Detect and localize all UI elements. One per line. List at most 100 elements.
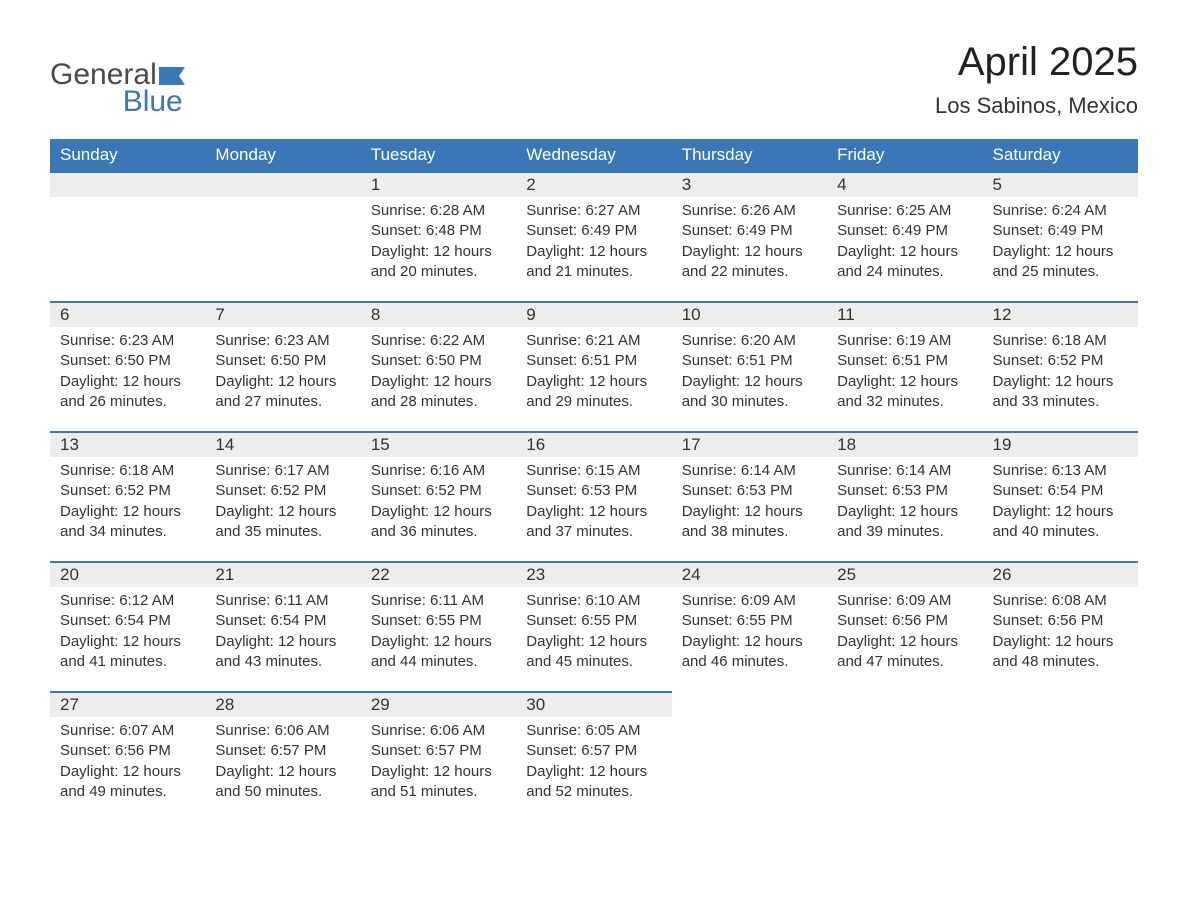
calendar-day-cell: 20Sunrise: 6:12 AMSunset: 6:54 PMDayligh…	[50, 561, 205, 691]
sunrise-line: Sunrise: 6:20 AM	[682, 331, 817, 351]
sunset-line: Sunset: 6:51 PM	[837, 351, 972, 371]
calendar-day-cell: 18Sunrise: 6:14 AMSunset: 6:53 PMDayligh…	[827, 431, 982, 561]
day-details: Sunrise: 6:09 AMSunset: 6:56 PMDaylight:…	[827, 587, 982, 672]
daylight-line: Daylight: 12 hours and 48 minutes.	[993, 632, 1128, 673]
day-details: Sunrise: 6:08 AMSunset: 6:56 PMDaylight:…	[983, 587, 1138, 672]
day-number: 23	[516, 563, 671, 587]
daylight-line: Daylight: 12 hours and 27 minutes.	[215, 372, 350, 413]
day-number: 1	[361, 173, 516, 197]
sunset-line: Sunset: 6:57 PM	[526, 741, 661, 761]
sunset-line: Sunset: 6:57 PM	[215, 741, 350, 761]
sunset-line: Sunset: 6:53 PM	[526, 481, 661, 501]
day-details: Sunrise: 6:23 AMSunset: 6:50 PMDaylight:…	[205, 327, 360, 412]
calendar-table: SundayMondayTuesdayWednesdayThursdayFrid…	[50, 139, 1138, 821]
day-details: Sunrise: 6:11 AMSunset: 6:55 PMDaylight:…	[361, 587, 516, 672]
sunrise-line: Sunrise: 6:25 AM	[837, 201, 972, 221]
sunset-line: Sunset: 6:48 PM	[371, 221, 506, 241]
sunset-line: Sunset: 6:56 PM	[60, 741, 195, 761]
sunset-line: Sunset: 6:52 PM	[60, 481, 195, 501]
calendar-day-cell: 30 Sunrise: 6:05 AMSunset: 6:57 PMDayligh…	[516, 691, 671, 821]
day-details: Sunrise: 6:28 AMSunset: 6:48 PMDaylight:…	[361, 197, 516, 282]
daylight-line: Daylight: 12 hours and 46 minutes.	[682, 632, 817, 673]
calendar-day-cell: 28Sunrise: 6:06 AMSunset: 6:57 PMDayligh…	[205, 691, 360, 821]
daylight-line: Daylight: 12 hours and 24 minutes.	[837, 242, 972, 283]
sunrise-line: Sunrise: 6:21 AM	[526, 331, 661, 351]
calendar-week-row: 1Sunrise: 6:28 AMSunset: 6:48 PMDaylight…	[50, 171, 1138, 301]
day-details: Sunrise: 6:18 AMSunset: 6:52 PMDaylight:…	[50, 457, 205, 542]
logo: General Blue	[50, 40, 185, 117]
day-details: Sunrise: 6:11 AMSunset: 6:54 PMDaylight:…	[205, 587, 360, 672]
day-number: 16	[516, 433, 671, 457]
daylight-line: Daylight: 12 hours and 22 minutes.	[682, 242, 817, 283]
daylight-line: Daylight: 12 hours and 29 minutes.	[526, 372, 661, 413]
calendar-day-cell: 23Sunrise: 6:10 AMSunset: 6:55 PMDayligh…	[516, 561, 671, 691]
weekday-header: Thursday	[672, 139, 827, 171]
daylight-line: Daylight: 12 hours and 26 minutes.	[60, 372, 195, 413]
daylight-line: Daylight: 12 hours and 37 minutes.	[526, 502, 661, 543]
day-number: 6	[50, 303, 205, 327]
day-number: 19	[983, 433, 1138, 457]
daylight-line: Daylight: 12 hours and 39 minutes.	[837, 502, 972, 543]
sunrise-line: Sunrise: 6:08 AM	[993, 591, 1128, 611]
sunrise-line: Sunrise: 6:28 AM	[371, 201, 506, 221]
day-details: Sunrise: 6:24 AMSunset: 6:49 PMDaylight:…	[983, 197, 1138, 282]
calendar-day-cell: 9Sunrise: 6:21 AMSunset: 6:51 PMDaylight…	[516, 301, 671, 431]
day-details: Sunrise: 6:25 AMSunset: 6:49 PMDaylight:…	[827, 197, 982, 282]
day-number: 11	[827, 303, 982, 327]
sunrise-line: Sunrise: 6:12 AM	[60, 591, 195, 611]
sunset-line: Sunset: 6:56 PM	[993, 611, 1128, 631]
page-title: April 2025	[935, 40, 1138, 85]
day-number: 13	[50, 433, 205, 457]
daylight-line: Daylight: 12 hours and 44 minutes.	[371, 632, 506, 673]
sunset-line: Sunset: 6:53 PM	[682, 481, 817, 501]
sunset-line: Sunset: 6:54 PM	[60, 611, 195, 631]
day-details: Sunrise: 6:27 AMSunset: 6:49 PMDaylight:…	[516, 197, 671, 282]
sunset-line: Sunset: 6:54 PM	[993, 481, 1128, 501]
day-number: 10	[672, 303, 827, 327]
day-details: Sunrise: 6:06 AMSunset: 6:57 PMDaylight:…	[361, 717, 516, 802]
day-number: 30	[516, 693, 671, 717]
daylight-line: Daylight: 12 hours and 21 minutes.	[526, 242, 661, 283]
sunset-line: Sunset: 6:54 PM	[215, 611, 350, 631]
day-number: 29	[361, 693, 516, 717]
day-number: 14	[205, 433, 360, 457]
daylight-line: Daylight: 12 hours and 43 minutes.	[215, 632, 350, 673]
day-number: 21	[205, 563, 360, 587]
daylight-line: Daylight: 12 hours and 52 minutes.	[526, 762, 661, 803]
daylight-line: Daylight: 12 hours and 33 minutes.	[993, 372, 1128, 413]
weekday-header: Sunday	[50, 139, 205, 171]
calendar-day-cell: 21Sunrise: 6:11 AMSunset: 6:54 PMDayligh…	[205, 561, 360, 691]
day-details: Sunrise: 6:06 AMSunset: 6:57 PMDaylight:…	[205, 717, 360, 802]
empty-day	[205, 173, 360, 197]
sunset-line: Sunset: 6:51 PM	[682, 351, 817, 371]
sunrise-line: Sunrise: 6:16 AM	[371, 461, 506, 481]
daylight-line: Daylight: 12 hours and 51 minutes.	[371, 762, 506, 803]
calendar-day-cell: 26Sunrise: 6:08 AMSunset: 6:56 PMDayligh…	[983, 561, 1138, 691]
day-details: Sunrise: 6:17 AMSunset: 6:52 PMDaylight:…	[205, 457, 360, 542]
calendar-week-row: 6Sunrise: 6:23 AMSunset: 6:50 PMDaylight…	[50, 301, 1138, 431]
day-number: 17	[672, 433, 827, 457]
calendar-week-row: 20Sunrise: 6:12 AMSunset: 6:54 PMDayligh…	[50, 561, 1138, 691]
calendar-week-row: 13Sunrise: 6:18 AMSunset: 6:52 PMDayligh…	[50, 431, 1138, 561]
sunset-line: Sunset: 6:52 PM	[215, 481, 350, 501]
day-details: Sunrise: 6:10 AMSunset: 6:55 PMDaylight:…	[516, 587, 671, 672]
daylight-line: Daylight: 12 hours and 32 minutes.	[837, 372, 972, 413]
sunset-line: Sunset: 6:53 PM	[837, 481, 972, 501]
sunset-line: Sunset: 6:50 PM	[371, 351, 506, 371]
calendar-day-cell: 5Sunrise: 6:24 AMSunset: 6:49 PMDaylight…	[983, 171, 1138, 301]
sunrise-line: Sunrise: 6:09 AM	[682, 591, 817, 611]
day-details: Sunrise: 6:12 AMSunset: 6:54 PMDaylight:…	[50, 587, 205, 672]
sunrise-line: Sunrise: 6:09 AM	[837, 591, 972, 611]
day-number: 26	[983, 563, 1138, 587]
sunrise-line: Sunrise: 6:05 AM	[526, 721, 661, 741]
day-details: Sunrise: 6:26 AMSunset: 6:49 PMDaylight:…	[672, 197, 827, 282]
daylight-line: Daylight: 12 hours and 50 minutes.	[215, 762, 350, 803]
sunset-line: Sunset: 6:50 PM	[60, 351, 195, 371]
daylight-line: Daylight: 12 hours and 20 minutes.	[371, 242, 506, 283]
daylight-line: Daylight: 12 hours and 34 minutes.	[60, 502, 195, 543]
day-number: 3	[672, 173, 827, 197]
day-details: Sunrise: 6:14 AMSunset: 6:53 PMDaylight:…	[672, 457, 827, 542]
sunrise-line: Sunrise: 6:14 AM	[682, 461, 817, 481]
day-number: 4	[827, 173, 982, 197]
calendar-day-cell: 14Sunrise: 6:17 AMSunset: 6:52 PMDayligh…	[205, 431, 360, 561]
